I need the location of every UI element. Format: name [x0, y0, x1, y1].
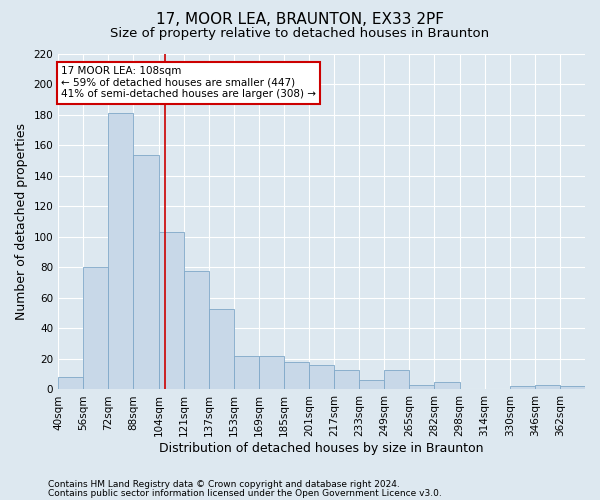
Bar — [334, 370, 359, 390]
Bar — [133, 154, 158, 390]
Bar — [58, 378, 83, 390]
Bar — [434, 382, 460, 390]
Text: Size of property relative to detached houses in Braunton: Size of property relative to detached ho… — [110, 28, 490, 40]
Y-axis label: Number of detached properties: Number of detached properties — [15, 123, 28, 320]
Bar — [359, 380, 385, 390]
Bar — [184, 270, 209, 390]
Bar — [510, 386, 535, 390]
Text: 17, MOOR LEA, BRAUNTON, EX33 2PF: 17, MOOR LEA, BRAUNTON, EX33 2PF — [156, 12, 444, 28]
Text: Contains public sector information licensed under the Open Government Licence v3: Contains public sector information licen… — [48, 489, 442, 498]
Bar — [284, 362, 309, 390]
Bar — [209, 308, 234, 390]
Bar — [234, 356, 259, 390]
Text: 17 MOOR LEA: 108sqm
← 59% of detached houses are smaller (447)
41% of semi-detac: 17 MOOR LEA: 108sqm ← 59% of detached ho… — [61, 66, 316, 100]
Bar — [385, 370, 409, 390]
X-axis label: Distribution of detached houses by size in Braunton: Distribution of detached houses by size … — [160, 442, 484, 455]
Text: Contains HM Land Registry data © Crown copyright and database right 2024.: Contains HM Land Registry data © Crown c… — [48, 480, 400, 489]
Bar — [560, 386, 585, 390]
Bar — [158, 232, 184, 390]
Bar — [309, 365, 334, 390]
Bar — [109, 114, 133, 390]
Bar — [83, 268, 109, 390]
Bar — [259, 356, 284, 390]
Bar — [535, 385, 560, 390]
Bar — [409, 385, 434, 390]
